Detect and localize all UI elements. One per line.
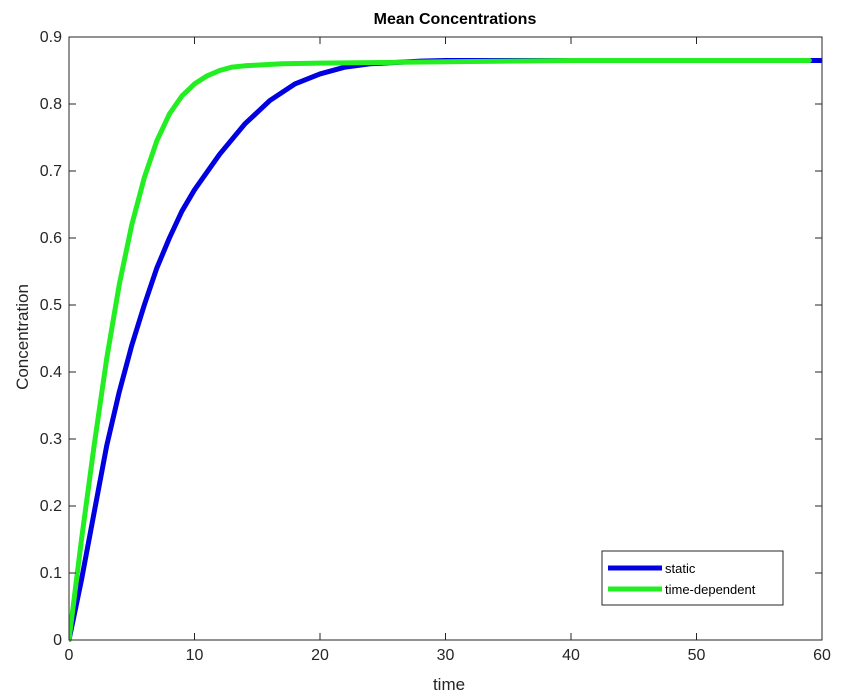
y-tick-label: 0.9: [40, 29, 62, 46]
chart-title: Mean Concentrations: [374, 11, 537, 28]
series-line-time-dependent: [69, 58, 812, 642]
y-tick-label: 0.1: [40, 565, 62, 582]
y-tick-label: 0.4: [40, 364, 62, 381]
x-axis-label: time: [433, 675, 465, 694]
x-tick-label: 60: [813, 647, 831, 664]
x-tick-label: 0: [65, 647, 74, 664]
legend-label: time-dependent: [665, 582, 756, 597]
plot-area: 0 10 20 30 40 50 60 0 0.1 0.2 0.3 0.4 0.5 0.6 0.7 0.8 0.…: [40, 29, 831, 664]
y-axis-label: Concentration: [13, 284, 32, 390]
y-tick-label: 0.6: [40, 230, 62, 247]
y-tick-label: 0.2: [40, 498, 62, 515]
x-tick-label: 20: [311, 647, 329, 664]
legend-label: static: [665, 561, 696, 576]
x-tick-label: 50: [688, 647, 706, 664]
x-tick-label: 40: [562, 647, 580, 664]
x-tick-label: 10: [186, 647, 204, 664]
y-tick-label: 0.8: [40, 96, 62, 113]
y-tick-label: 0.7: [40, 163, 62, 180]
y-tick-label: 0: [53, 632, 62, 649]
axes-box: [68, 36, 823, 641]
legend-box: [601, 550, 784, 606]
y-tick-label: 0.5: [40, 297, 62, 314]
y-tick-label: 0.3: [40, 431, 62, 448]
x-tick-label: 30: [437, 647, 455, 664]
